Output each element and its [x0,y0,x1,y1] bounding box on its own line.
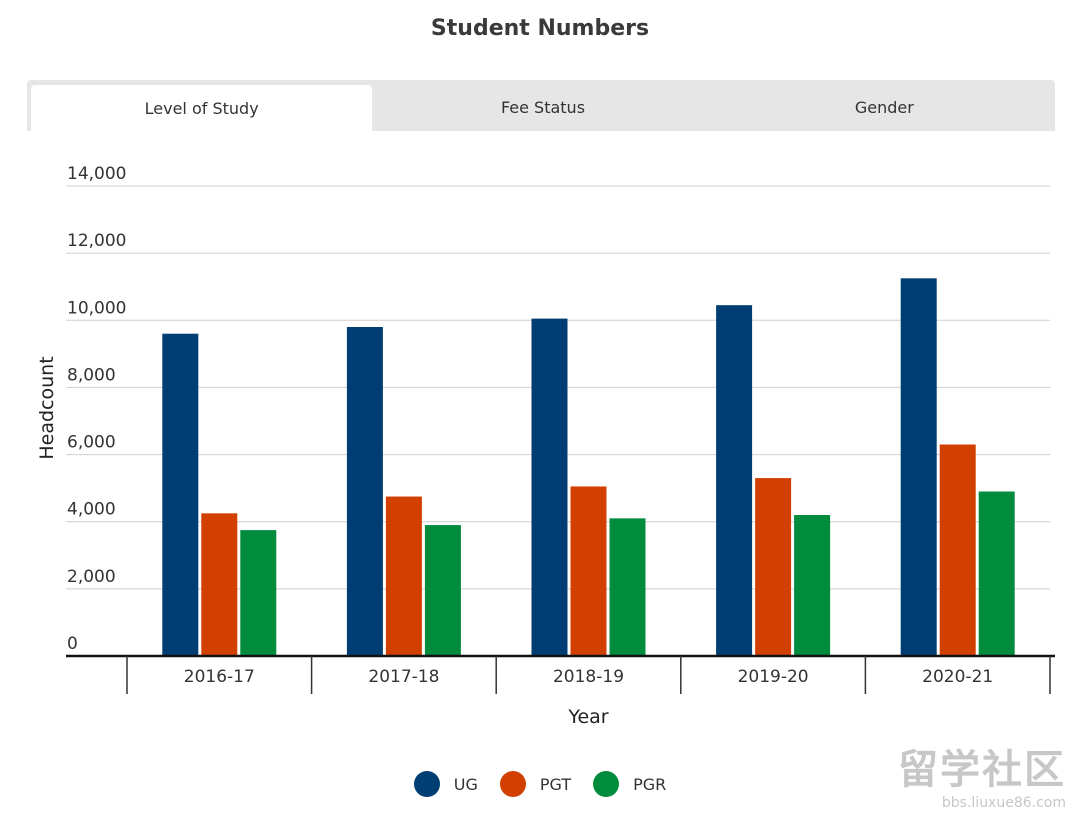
legend: UG PGT PGR [0,771,1080,797]
tab-gender[interactable]: Gender [854,98,914,117]
y-tick-label: 4,000 [67,500,116,520]
bar-ug [900,278,937,656]
bar-ug [531,318,568,656]
bar-pgr [978,491,1015,656]
legend-label-ug: UG [453,774,478,794]
tab-fee-status[interactable]: Fee Status [500,98,586,117]
y-tick-label: 14,000 [67,164,126,184]
y-tick-label: 8,000 [67,365,116,385]
x-tick-label: 2019-20 [738,667,809,687]
chart-title: Student Numbers [430,16,650,41]
bar-pgt [755,478,792,656]
x-axis-title: Year [567,706,608,728]
legend-swatch-pgt [499,771,526,797]
legend-label-pgr: PGR [633,774,667,794]
bar-ug [162,333,199,656]
bar-ug [346,327,383,656]
x-tick-label: 2017-18 [368,667,439,687]
x-tick-label: 2018-19 [553,667,624,687]
legend-label-pgt: PGT [539,774,572,794]
tab-bar: Level of Study Fee Status Gender [27,80,1055,131]
y-tick-label: 6,000 [67,433,116,453]
y-axis-title: Headcount [36,356,58,459]
bar-pgt [570,486,607,656]
bar-pgt [385,496,422,656]
bar-pgr [609,518,646,656]
legend-item-pgr[interactable]: PGR [593,771,666,797]
legend-swatch-pgr [593,771,620,797]
y-tick-label: 0 [67,634,78,654]
y-tick-label: 12,000 [67,231,126,251]
bar-ug [716,305,753,656]
bar-pgr [240,530,277,656]
bar-chart: 0 2,000 4,000 6,000 8,000 10,000 12,000 14,000 2… [36,164,1055,728]
bar-pgt [939,444,976,656]
y-tick-label: 2,000 [67,567,116,587]
bar-pgr [794,515,831,656]
tab-level-of-study[interactable]: Level of Study [31,85,373,131]
bar-pgt [201,513,238,656]
legend-swatch-ug [413,771,440,797]
legend-item-pgt[interactable]: PGT [499,771,572,797]
x-tick-label: 2020-21 [922,667,993,687]
legend-item-ug[interactable]: UG [413,771,478,797]
x-tick-label: 2016-17 [184,667,255,687]
watermark-logo: 留学社区 bbs.liuxue86.com [898,747,1066,811]
y-tick-label: 10,000 [67,298,126,318]
bar-pgr [424,525,461,656]
